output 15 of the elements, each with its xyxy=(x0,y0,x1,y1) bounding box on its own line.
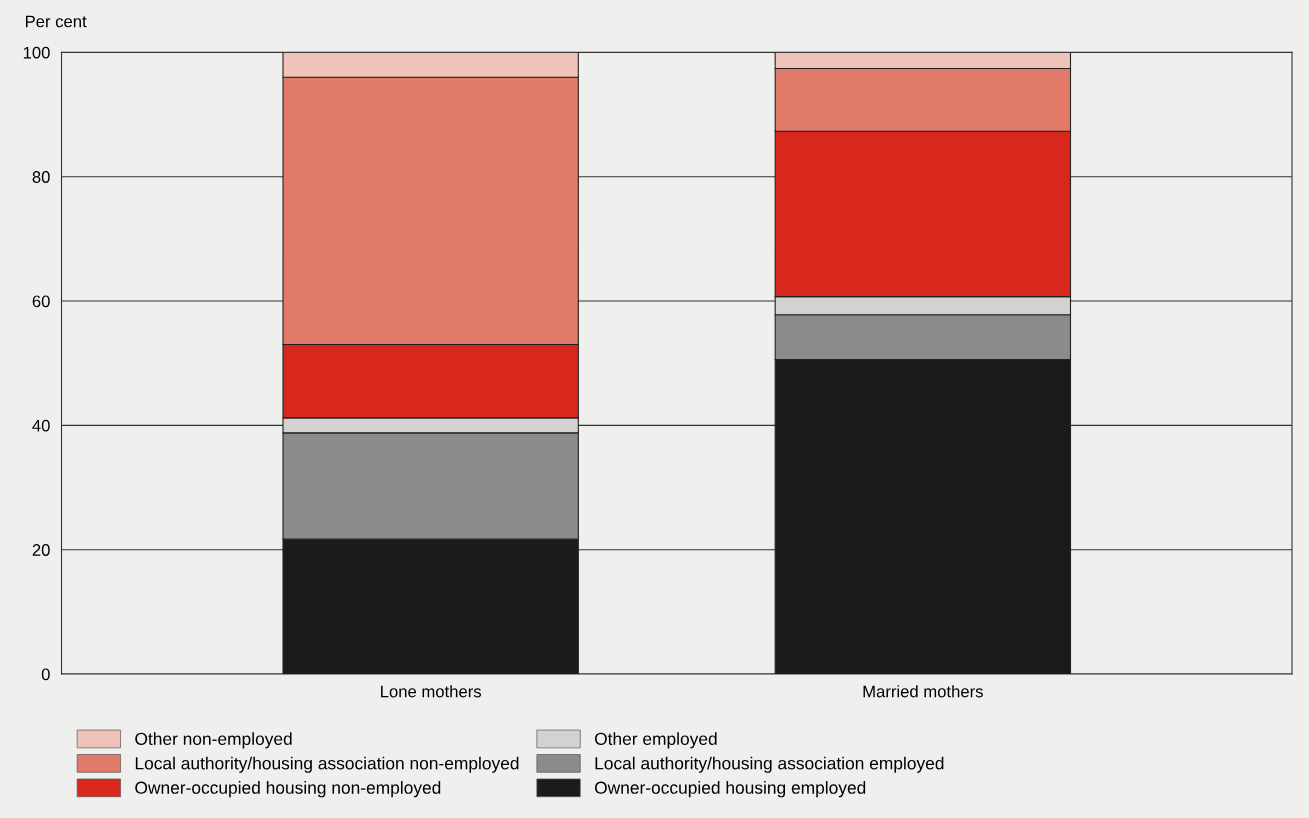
y-tick-label: 80 xyxy=(32,171,50,183)
x-tick-label: Lone mothers xyxy=(381,685,482,698)
legend-label: Local authority/housing association non-employed xyxy=(135,756,519,773)
legend-label: Other non-employed xyxy=(135,732,292,749)
legend-label: Owner-occupied housing non-employed xyxy=(135,781,441,798)
x-tick-label: Married mothers xyxy=(863,685,983,698)
y-tick-label: 20 xyxy=(32,544,50,556)
legend-label: Owner-occupied housing employed xyxy=(594,781,866,798)
y-tick-label: 0 xyxy=(41,668,50,681)
legend-label: Local authority/housing association employed xyxy=(595,756,944,773)
y-tick-label: 40 xyxy=(32,419,50,432)
y-axis-title: Per cent xyxy=(25,15,87,28)
y-tick-label: 60 xyxy=(32,295,50,308)
y-tick-label: 100 xyxy=(23,46,50,59)
legend-label: Other employed xyxy=(594,732,717,749)
